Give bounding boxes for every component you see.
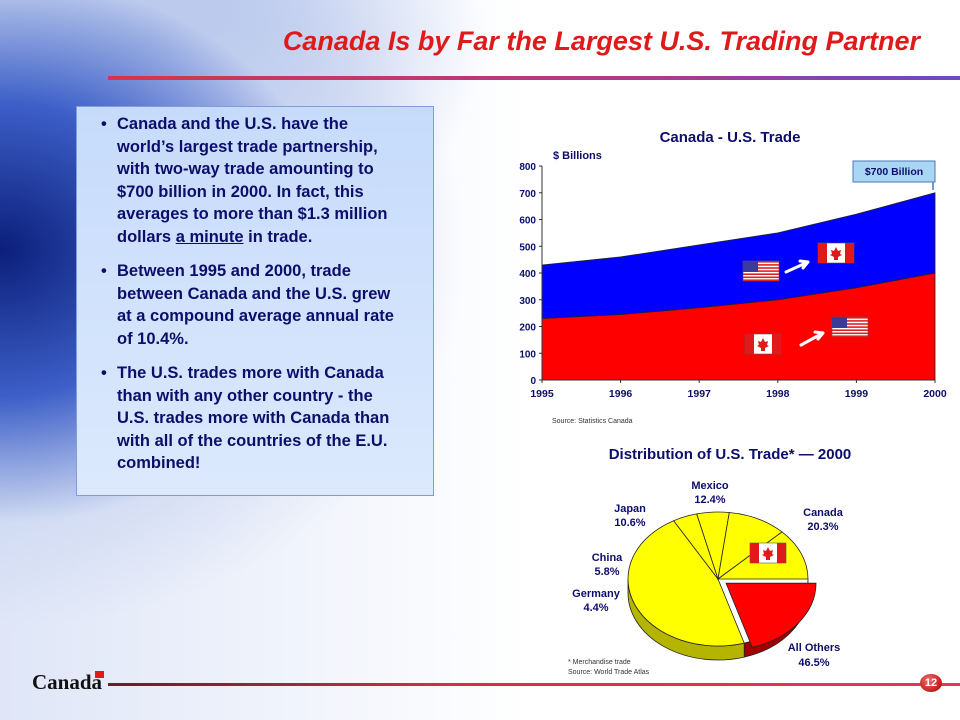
x-tick-label: 2000 xyxy=(923,388,947,400)
pie-chart xyxy=(627,511,817,661)
bullet-line: Canada and the U.S. have the xyxy=(117,115,349,133)
x-tick-label: 1999 xyxy=(845,388,869,400)
x-tick-label: 1998 xyxy=(766,388,790,400)
bullet-panel: • Canada and the U.S. have the world’s l… xyxy=(76,106,434,496)
bullet-line: between Canada and the U.S. grew xyxy=(117,284,391,303)
arrow-icon xyxy=(799,330,825,347)
bullet-line: at a compound average annual rate xyxy=(117,307,394,325)
bullet-text: dollars xyxy=(117,227,176,246)
bullet-line: of 10.4%. xyxy=(117,329,189,348)
pie-label-value: 4.4% xyxy=(583,602,608,614)
canada-flag-icon xyxy=(817,242,855,264)
y-tick-label: 200 xyxy=(519,323,536,334)
footer-rule xyxy=(108,683,960,686)
x-tick-label: 1995 xyxy=(530,388,554,400)
pie-label-name: Germany xyxy=(572,588,621,600)
pie-slice-canada xyxy=(725,582,817,648)
area-series-upper xyxy=(541,192,936,319)
pie-label-value: 12.4% xyxy=(694,494,725,506)
y-tick-label: 0 xyxy=(530,376,536,387)
pie-label-japan: Japan 10.6% xyxy=(614,503,646,529)
bullet-underlined-text: a minute xyxy=(175,227,244,246)
page-number-badge: 12 xyxy=(920,674,942,692)
bullet-line: U.S. trades more with Canada than xyxy=(117,409,390,427)
bullet-line: dollars a minute in trade. xyxy=(117,226,423,249)
pie-label-value: 46.5% xyxy=(798,657,829,669)
bullet-dot: • xyxy=(101,364,107,382)
callout-box xyxy=(852,160,936,183)
y-tick-label: 800 xyxy=(519,162,536,173)
pie-label-mexico: Mexico 12.4% xyxy=(691,480,729,506)
bullet-line: with all of the countries of the E.U. xyxy=(117,431,388,450)
us-flag-icon xyxy=(742,260,780,282)
bullet-line: The U.S. trades more with Canada xyxy=(117,364,384,382)
bullet-dot: • xyxy=(101,262,107,280)
pie-footnote: * Merchandise trade xyxy=(568,659,631,666)
pie-label-name: All Others xyxy=(788,642,841,654)
pie-label-all-others: All Others 46.5% xyxy=(788,642,841,669)
slide-title: Canada Is by Far the Largest U.S. Tradin… xyxy=(282,26,920,56)
bullet-dot: • xyxy=(101,115,107,133)
callout-label: $700 Billion xyxy=(865,166,923,178)
y-tick-label: 500 xyxy=(519,242,536,253)
bullet-line: than with any other country - the xyxy=(117,386,373,405)
canada-flag-icon xyxy=(744,333,782,355)
canada-flag-icon xyxy=(749,542,787,564)
pie-label-value: 10.6% xyxy=(614,517,645,529)
pie-label-name: China xyxy=(592,552,623,564)
area-chart: 0 100 200 300 400 500 600 700 800 1995 1996 1997 199… xyxy=(519,162,947,400)
bullet-line: $700 billion in 2000. In fact, this xyxy=(117,182,364,201)
x-tick-label: 1996 xyxy=(609,388,633,400)
y-tick-label: 100 xyxy=(519,349,536,360)
pie-slice-all-others xyxy=(627,520,745,647)
bullet-item: • Canada and the U.S. have the world’s l… xyxy=(89,113,423,248)
bullet-item: • Between 1995 and 2000, trade between C… xyxy=(89,260,423,350)
bullet-line: Between 1995 and 2000, trade xyxy=(117,262,351,280)
y-tick-label: 400 xyxy=(519,269,536,280)
pie-label-germany: Germany 4.4% xyxy=(572,588,621,614)
y-axis-label: $ Billions xyxy=(553,150,602,162)
bullet-item: • The U.S. trades more with Canada than … xyxy=(89,362,423,475)
area-chart-title: Canada - U.S. Trade xyxy=(660,129,801,146)
pie-label-china: China 5.8% xyxy=(592,552,623,578)
pie-label-value: 20.3% xyxy=(807,521,838,533)
bullet-text: in trade. xyxy=(243,227,313,246)
canada-flag-icon xyxy=(95,671,104,678)
pie-label-value: 5.8% xyxy=(594,566,619,578)
bullet-line: combined! xyxy=(117,454,201,472)
x-tick-label: 1997 xyxy=(688,388,712,400)
bullet-line: averages to more than $1.3 million xyxy=(117,205,388,223)
pie-label-canada: Canada 20.3% xyxy=(803,507,844,533)
bullet-line: with two-way trade amounting to xyxy=(117,160,374,178)
pie-label-name: Mexico xyxy=(691,480,729,492)
y-tick-label: 600 xyxy=(519,216,536,227)
pie-label-name: Canada xyxy=(803,507,844,519)
pie-chart-title: Distribution of U.S. Trade* — 2000 xyxy=(609,446,852,463)
pie-source: Source: World Trade Atlas xyxy=(568,669,650,676)
us-flag-icon xyxy=(831,316,869,338)
arrow-icon xyxy=(784,259,810,274)
title-rule xyxy=(108,76,960,80)
pie-label-name: Japan xyxy=(614,503,646,515)
bullet-line: world’s largest trade partnership, xyxy=(117,137,378,156)
canada-wordmark-logo: Canada xyxy=(32,670,103,694)
y-tick-label: 700 xyxy=(519,189,536,200)
area-chart-source: Source: Statistics Canada xyxy=(552,418,633,425)
y-tick-label: 300 xyxy=(519,296,536,307)
